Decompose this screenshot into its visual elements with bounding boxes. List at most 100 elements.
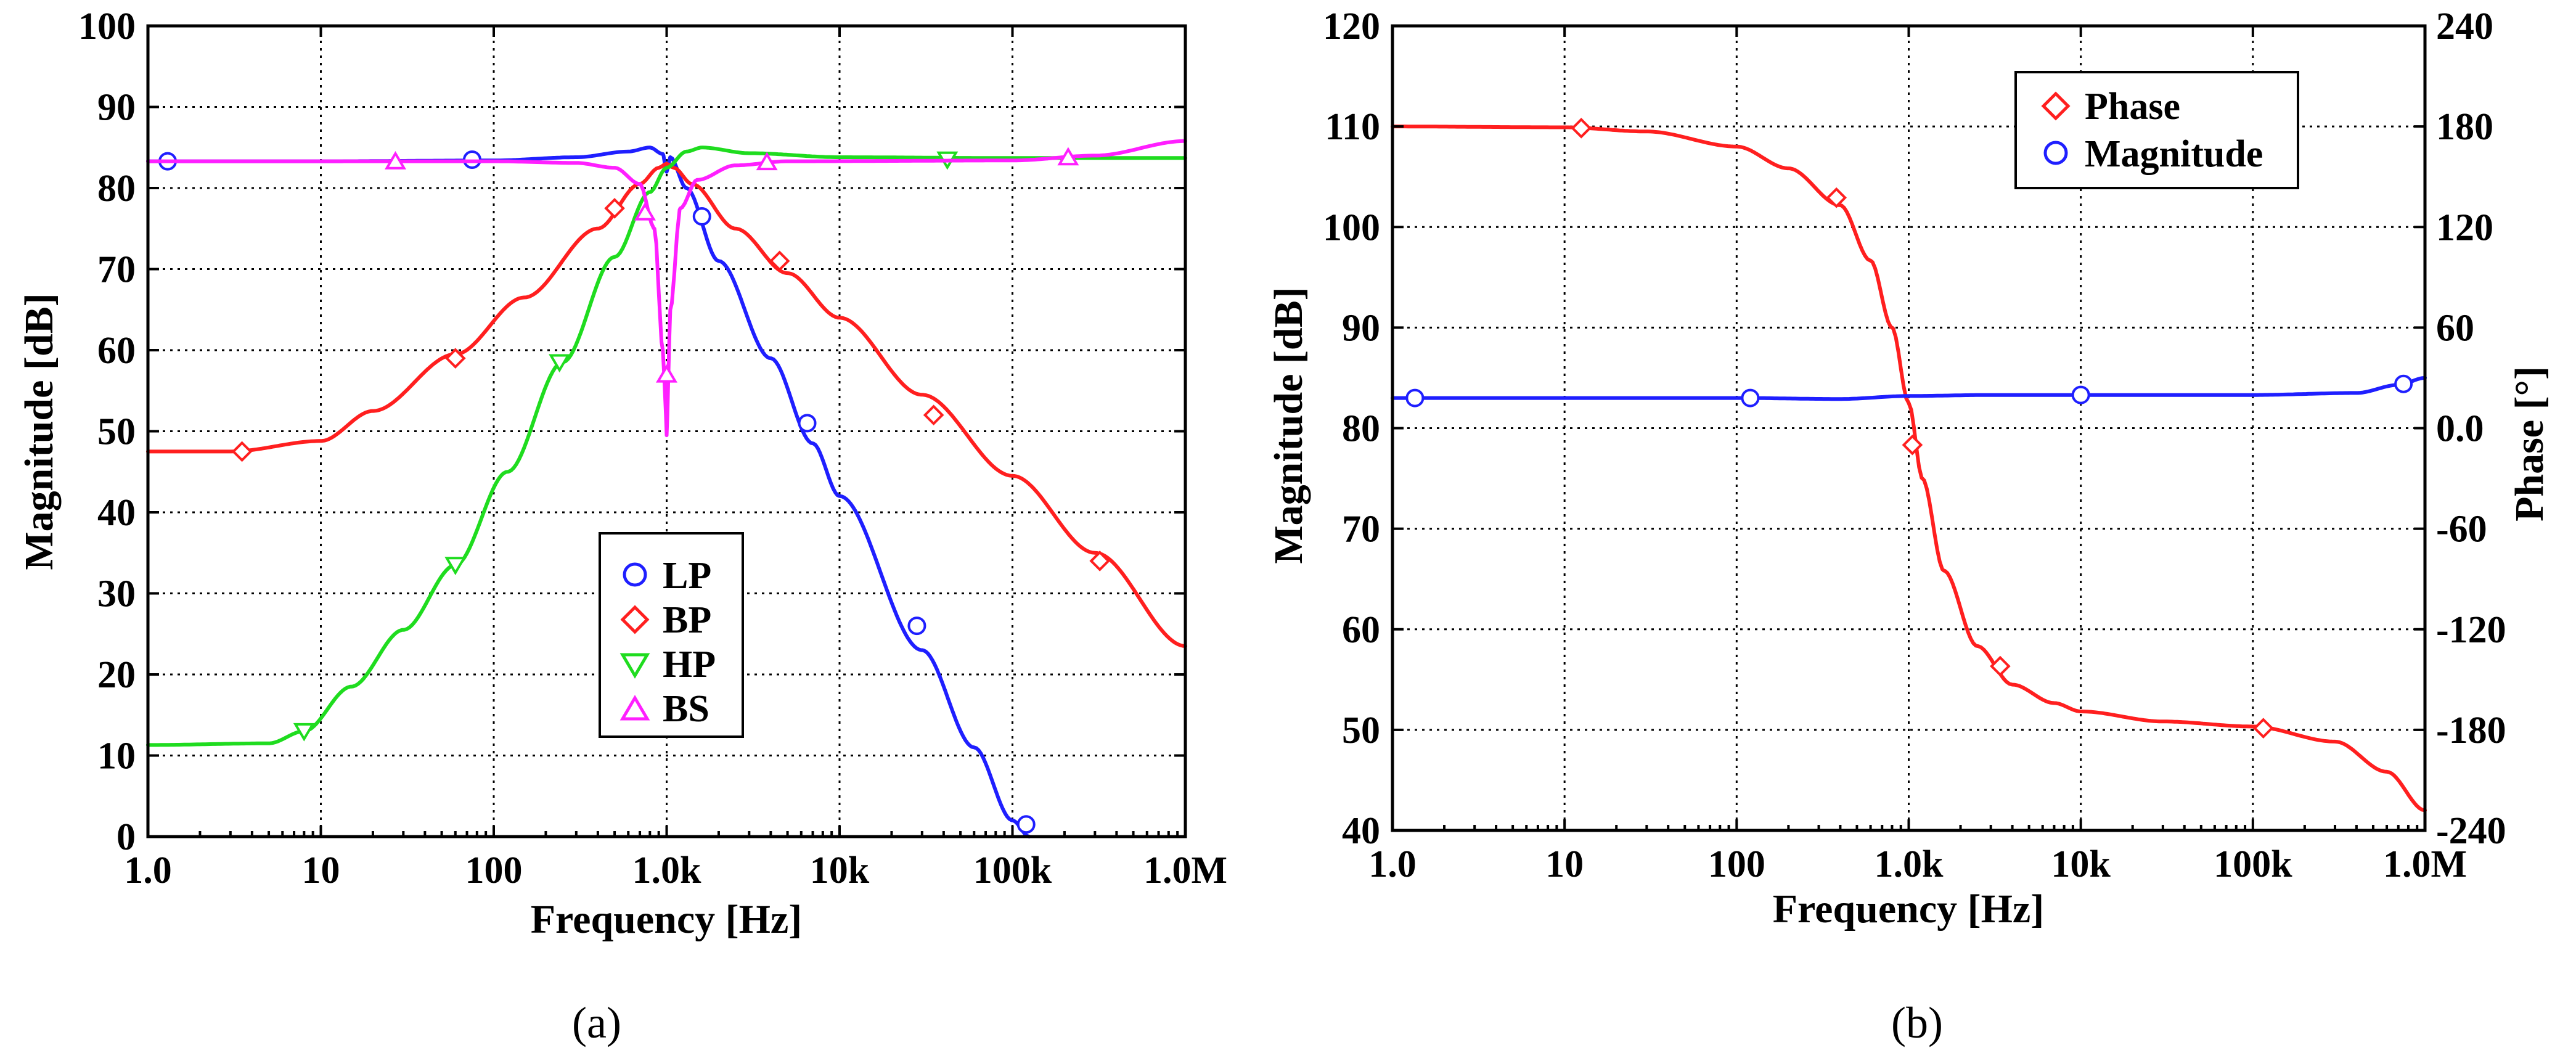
legend-phase-marker <box>2041 91 2071 121</box>
panel-b-chart: 1.0 10 100 1.0k 10k 100k 1.0M 40 50 60 70 80 90 100 11… <box>1266 6 2552 1047</box>
panel-b-legend-box <box>2014 71 2299 189</box>
panel-a-label: (a) <box>572 998 621 1047</box>
panel-a-series-bp-marker <box>604 198 625 219</box>
panel-b-ticks: 1.0 10 100 1.0k 10k 100k 1.0M 40 50 60 70 80 90 100 11… <box>1323 6 2506 885</box>
panel-b-y2-tick-label: 120 <box>2436 207 2493 248</box>
panel-b-legend: Phase Magnitude <box>2014 71 2299 189</box>
panel-b-y-tick-label: 70 <box>1342 509 1380 551</box>
panel-a-chart: 1.0 10 100 1.0k 10k 100k 1.0M 0 10 20 30 40 50 60 70 80… <box>17 6 1227 1047</box>
legend-bs-label: BS <box>663 688 709 730</box>
panel-b-series-magnitude-marker <box>2394 374 2413 393</box>
panel-a-x-tick-label: 100k <box>973 850 1052 891</box>
panel-a-series-lp-line <box>146 145 1031 838</box>
panel-a-series-lp-marker <box>907 617 926 636</box>
panel-b-x-axis-title: Frequency [Hz] <box>1773 887 2045 932</box>
panel-b-y2-axis-title: Phase [°] <box>2507 366 2552 522</box>
panel-b-y2-tick-label: 180 <box>2436 106 2493 148</box>
panel-b-series-phase-marker <box>1571 118 1592 139</box>
panel-a-series-lp-marker <box>692 207 711 226</box>
panel-b-y2-tick-label: 240 <box>2436 6 2493 47</box>
panel-a-series-hp-line <box>146 145 1187 747</box>
panel-b-y-tick-label: 110 <box>1325 106 1380 148</box>
panel-b-series <box>1391 118 2427 813</box>
panel-b-x-tick-label: 100k <box>2214 843 2292 885</box>
panel-b-y-tick-label: 90 <box>1342 307 1380 349</box>
panel-b-series-phase-marker <box>1902 434 1923 456</box>
panel-b-x-tick-label: 1.0M <box>2383 843 2467 885</box>
panel-b-x-tick-label: 10k <box>2051 843 2111 885</box>
panel-a-y-tick-label: 50 <box>97 411 136 453</box>
panel-b-label: (b) <box>1891 998 1943 1047</box>
panel-a-series-bp-marker <box>1089 551 1111 571</box>
legend-phase-label: Phase <box>2085 86 2180 128</box>
panel-a-x-tick-label: 1.0 <box>124 850 172 891</box>
legend-magnitude-marker <box>2043 141 2068 165</box>
panel-b-y2-tick-label: -120 <box>2436 609 2506 651</box>
panel-a-x-tick-label: 10k <box>810 850 870 891</box>
panel-a-series-bp-line <box>146 162 1187 648</box>
panel-a-series-bp-marker <box>231 441 253 462</box>
panel-a-y-tick-label: 0 <box>117 816 136 858</box>
panel-a-x-tick-label: 1.0M <box>1143 850 1227 891</box>
panel-a-series-bs-marker <box>634 202 656 221</box>
panel-a-x-tick-label: 1.0k <box>632 850 702 891</box>
panel-b-x-tick-label: 10 <box>1545 843 1584 885</box>
panel-a-y-tick-label: 80 <box>97 168 136 210</box>
panel-a-series-lp-marker <box>1016 815 1036 834</box>
panel-b-y-tick-label: 40 <box>1342 810 1380 852</box>
panel-b-series-phase-line <box>1391 125 2427 813</box>
legend-hp-marker <box>619 653 650 679</box>
panel-b-y2-tick-label: -180 <box>2436 710 2506 752</box>
panel-a-x-axis-title: Frequency [Hz] <box>531 897 803 942</box>
panel-b-y-tick-label: 80 <box>1342 408 1380 450</box>
panel-a-y-tick-label: 90 <box>97 87 136 129</box>
panel-a-y-tick-label: 20 <box>97 654 136 696</box>
panel-a-series-hp-marker <box>444 557 467 576</box>
legend-bp-marker <box>620 605 650 634</box>
panel-b-y-tick-label: 120 <box>1323 6 1380 47</box>
panel-a-y-tick-label: 100 <box>78 6 136 47</box>
panel-a-y-tick-label: 60 <box>97 330 136 372</box>
panel-a-series <box>146 139 1187 838</box>
panel-a-series-lp-marker <box>798 414 817 433</box>
panel-a-x-tick-label: 10 <box>302 850 340 891</box>
panel-b-series-phase-marker <box>1990 655 2011 677</box>
panel-b-series-magnitude-marker <box>1405 388 1425 408</box>
panel-a-series-bp-marker <box>923 404 944 426</box>
panel-a-y-tick-label: 10 <box>97 735 136 777</box>
panel-b-y2-tick-label: 60 <box>2436 307 2474 349</box>
panel-b-y-tick-label: 60 <box>1342 609 1380 651</box>
panel-a-series-hp-marker <box>293 723 315 742</box>
panel-b-x-tick-label: 1.0 <box>1368 843 1417 885</box>
legend-lp-marker <box>623 562 647 587</box>
panel-b-series-phase-marker <box>2252 718 2274 739</box>
panel-b-series-magnitude-marker <box>1741 388 1760 408</box>
panel-a-series-bs-line <box>146 139 1187 438</box>
panel-a-y-tick-label: 70 <box>97 249 136 291</box>
panel-a-y-tick-label: 30 <box>97 573 136 615</box>
panel-a-series-bp-marker <box>769 250 790 272</box>
panel-a-series-bs-marker <box>385 151 406 170</box>
panel-b-x-tick-label: 1.0k <box>1875 843 1944 885</box>
panel-b-y2-tick-label: -240 <box>2436 810 2506 852</box>
legend-bs-marker <box>619 695 650 721</box>
panel-b-y2-tick-label: -60 <box>2436 509 2487 551</box>
panel-a-series-bp-marker <box>444 348 466 369</box>
panel-b-y2-tick-label: 0.0 <box>2436 408 2484 450</box>
panel-b-series-magnitude-marker <box>2071 385 2090 404</box>
panel-b-series-phase-marker <box>1826 187 1847 208</box>
panel-b-y-tick-label: 50 <box>1342 710 1380 752</box>
panel-a-legend: LP BP HP BS <box>599 532 744 738</box>
panel-a-series-bs-marker <box>1057 147 1079 166</box>
panel-a-legend-box <box>599 532 744 738</box>
panel-b-series-magnitude-line <box>1391 375 2427 401</box>
panel-a-series-hp-marker <box>549 354 571 373</box>
panel-a-y-tick-label: 40 <box>97 492 136 534</box>
panel-b-x-tick-label: 100 <box>1708 843 1765 885</box>
panel-a-series-bs-marker <box>656 364 677 383</box>
panel-b-y-tick-label: 100 <box>1323 207 1380 248</box>
legend-bp-label: BP <box>663 599 711 641</box>
legend-magnitude-label: Magnitude <box>2085 133 2263 175</box>
panel-a-series-bs-marker <box>756 152 778 171</box>
